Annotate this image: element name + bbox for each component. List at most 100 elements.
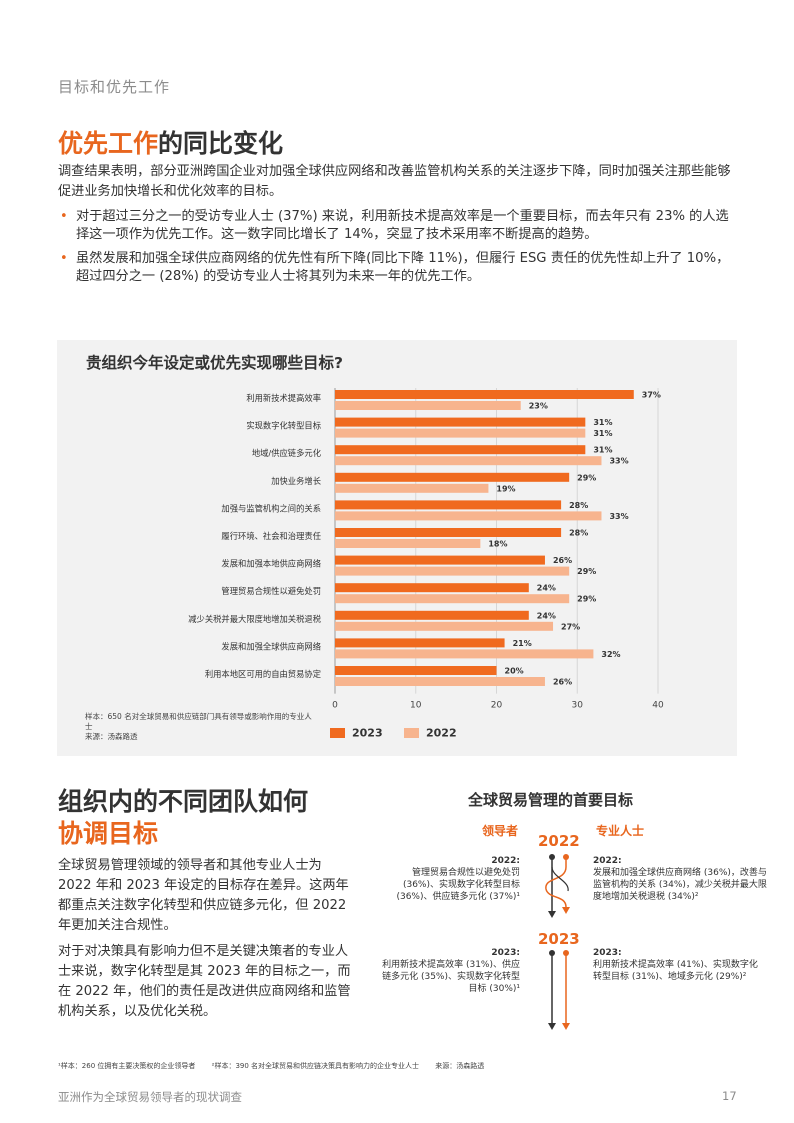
chart-title: 贵组织今年设定或优先实现哪些目标? bbox=[86, 354, 343, 372]
leader-arrow-2022 bbox=[548, 911, 556, 918]
value-label: 33% bbox=[609, 457, 628, 466]
team-title-line2: 协调目标 bbox=[58, 819, 159, 848]
legend-label-2023: 2023 bbox=[352, 726, 383, 740]
pro-arrow-2023 bbox=[562, 1023, 570, 1030]
bar-2023 bbox=[335, 445, 586, 455]
footer-title: 亚洲作为全球贸易领导者的现状调查 bbox=[58, 1090, 242, 1104]
value-label: 27% bbox=[561, 622, 580, 631]
bullet-item: • 对于超过三分之一的受访专业人士 (37%) 来说，利用新技术提高效率是一个重要… bbox=[58, 208, 734, 244]
bar-2023 bbox=[335, 555, 545, 565]
chart-panel: 贵组织今年设定或优先实现哪些目标? 0 10 20 30 40 利用新技术提高效率 37% 2… bbox=[57, 340, 737, 756]
legend-item-2022: 2022 bbox=[404, 726, 457, 740]
pro-curve-2022 bbox=[545, 866, 567, 908]
value-label: 23% bbox=[529, 402, 548, 411]
x-tick-label: 40 bbox=[652, 701, 664, 711]
bar-2022 bbox=[335, 401, 521, 410]
bar-2022 bbox=[335, 677, 545, 686]
category-label: 加强与监管机构之间的关系 bbox=[221, 503, 321, 513]
diagram-title: 全球贸易管理的首要目标 bbox=[468, 791, 634, 809]
team-title-line1: 组织内的不同团队如何 bbox=[58, 787, 309, 816]
category-label: 地域/供应链多元化 bbox=[252, 448, 321, 458]
page-title-highlight: 优先工作 bbox=[58, 129, 159, 158]
chart-note: 样本：650 名对全球贸易和供应链部门具有领导或影响作用的专业人士 来源：汤森路透 bbox=[85, 712, 315, 742]
bar-chart: 0 10 20 30 40 利用新技术提高效率 37% 23% 实现数字化转型目标 31% 31% 地… bbox=[188, 388, 664, 711]
footnote-source: 来源：汤森路透 bbox=[435, 1062, 485, 1070]
category-label: 利用新技术提高效率 bbox=[246, 393, 321, 403]
value-label: 20% bbox=[505, 667, 524, 676]
x-tick-label: 10 bbox=[410, 701, 422, 711]
x-tick-label: 30 bbox=[572, 701, 584, 711]
x-tick-label: 0 bbox=[332, 701, 338, 711]
legend-swatch-2022 bbox=[404, 728, 419, 738]
category-label: 管理贸易合规性以避免处罚 bbox=[221, 586, 321, 596]
bullet-dot-icon: • bbox=[60, 209, 68, 224]
category-label: 发展和加强全球供应商网络 bbox=[221, 641, 321, 651]
diagram-lines bbox=[545, 854, 570, 1030]
bar-2022 bbox=[335, 621, 554, 631]
bar-2022 bbox=[335, 649, 594, 659]
value-label: 33% bbox=[609, 512, 628, 521]
team-paragraph-1: 全球贸易管理领域的领导者和其他专业人士为 2022 年和 2023 年设定的目标… bbox=[58, 858, 349, 933]
bar-2023 bbox=[335, 583, 529, 593]
value-label: 24% bbox=[537, 611, 556, 620]
footnote-2: ²样本：390 名对全球贸易和供应链决策具有影响力的企业专业人士 bbox=[211, 1062, 420, 1070]
leaders-2023-text: 利用新技术提高效率 (31%)、供应链多元化 (35%)、实现数字化转型目标 (… bbox=[382, 960, 520, 994]
bullet-item: • 虽然发展和加强全球供应商网络的优先性有所下降(同比下降 11%)，但履行 ES… bbox=[58, 250, 734, 286]
value-label: 31% bbox=[593, 418, 612, 427]
bar-2023 bbox=[335, 417, 586, 427]
bar-2023 bbox=[335, 472, 570, 482]
value-label: 26% bbox=[553, 678, 572, 687]
category-label: 实现数字化转型目标 bbox=[246, 421, 321, 431]
bar-2022 bbox=[335, 456, 602, 466]
bar-2022 bbox=[335, 566, 570, 576]
legend-item-2023: 2023 bbox=[330, 726, 383, 740]
diagram-year-2023: 2023 bbox=[538, 930, 580, 948]
value-label: 18% bbox=[488, 540, 507, 549]
leader-dot-2023 bbox=[549, 950, 555, 956]
pros-2023-goals: 2023: 利用新技术提高效率 (41%)、实现数字化转型目标 (31%)、地域多… bbox=[593, 947, 765, 983]
category-label: 减少关税并最大限度地增加关税退税 bbox=[188, 614, 321, 624]
leaders-2023-year: 2023: bbox=[491, 948, 520, 958]
pro-arrow-2022 bbox=[562, 907, 570, 914]
category-label: 加快业务增长 bbox=[271, 476, 321, 486]
legend-swatch-2023 bbox=[330, 728, 345, 738]
bullet-list: • 对于超过三分之一的受访专业人士 (37%) 来说，利用新技术提高效率是一个重要… bbox=[58, 208, 734, 292]
pros-2023-text: 利用新技术提高效率 (41%)、实现数字化转型目标 (31%)、地域多元化 (2… bbox=[593, 960, 758, 982]
bar-2022 bbox=[335, 594, 570, 604]
pros-2022-goals: 2022: 发展和加强全球供应商网络 (36%)，改善与监管机构的关系 (34%)… bbox=[593, 855, 768, 903]
legend-label-2022: 2022 bbox=[426, 726, 457, 740]
category-label: 履行环境、社会和治理责任 bbox=[221, 531, 321, 541]
pros-2023-year: 2023: bbox=[593, 948, 622, 958]
leaders-2022-goals: 2022: 管理贸易合规性以避免处罚 (36%)、实现数字化转型目标 (36%)、… bbox=[374, 855, 520, 903]
pro-dot-2022 bbox=[563, 854, 569, 860]
bar-2022 bbox=[335, 539, 481, 548]
intro-paragraph: 调查结果表明，部分亚洲跨国企业对加强全球供应网络和改善监管机构关系的关注逐步下降… bbox=[58, 164, 731, 199]
value-label: 28% bbox=[569, 501, 588, 510]
bullet-text: 虽然发展和加强全球供应商网络的优先性有所下降(同比下降 11%)，但履行 ESG… bbox=[76, 251, 730, 284]
footnote-1: ¹样本：260 位拥有主要决策权的企业领导者 bbox=[58, 1062, 196, 1070]
page-number: 17 bbox=[722, 1089, 737, 1103]
team-section-title: 组织内的不同团队如何 协调目标 bbox=[58, 786, 308, 850]
bar-2023 bbox=[335, 610, 529, 620]
value-label: 29% bbox=[577, 473, 596, 482]
chart-note-line: 样本：650 名对全球贸易和供应链部门具有领导或影响作用的专业人士 bbox=[85, 712, 312, 731]
value-label: 31% bbox=[593, 429, 612, 438]
x-tick-label: 20 bbox=[491, 701, 503, 711]
page-title-rest: 的同比变化 bbox=[158, 129, 284, 158]
footnotes: ¹样本：260 位拥有主要决策权的企业领导者 ²样本：390 名对全球贸易和供应… bbox=[58, 1061, 498, 1071]
value-label: 31% bbox=[593, 446, 612, 455]
leader-dot-2022 bbox=[549, 854, 555, 860]
pros-2022-year: 2022: bbox=[593, 856, 622, 866]
bullet-dot-icon: • bbox=[60, 251, 68, 266]
value-label: 32% bbox=[601, 650, 620, 659]
bar-2023 bbox=[335, 528, 562, 537]
category-label: 发展和加强本地供应商网络 bbox=[221, 559, 321, 569]
bar-2022 bbox=[335, 511, 602, 521]
bar-2023 bbox=[335, 638, 505, 648]
bar-2023 bbox=[335, 666, 497, 675]
pro-dot-2023 bbox=[563, 950, 569, 956]
bar-2023 bbox=[335, 390, 634, 399]
pros-2022-text: 发展和加强全球供应商网络 (36%)，改善与监管机构的关系 (34%)，减少关税… bbox=[593, 868, 767, 902]
leader-curve-2022 bbox=[551, 866, 569, 892]
bullet-text: 对于超过三分之一的受访专业人士 (37%) 来说，利用新技术提高效率是一个重要目… bbox=[76, 209, 729, 242]
